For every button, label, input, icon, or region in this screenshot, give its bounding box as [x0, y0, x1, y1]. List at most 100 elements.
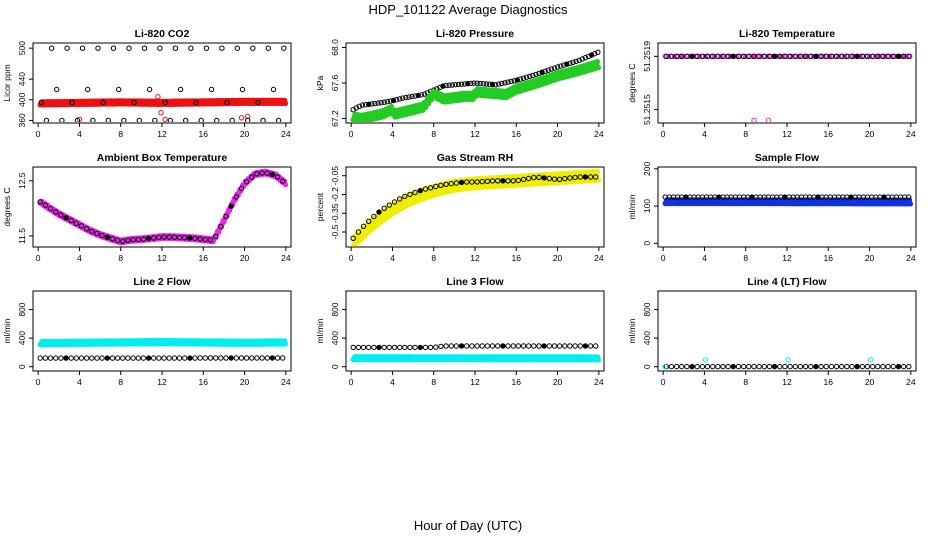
panel-li-820-temperature-reference-point: [820, 53, 826, 59]
x-axis-caption: Hour of Day (UTC): [413, 518, 523, 533]
panel-line-2-flow-measured-point: [254, 355, 260, 361]
panel-gas-stream-rh-data: [350, 168, 602, 246]
panel-li-820-pressure-measured-point: [527, 73, 533, 80]
panel-line-4-lt-flow-measured-point: [725, 363, 731, 370]
panel-gas-stream-rh-measured-point: [500, 178, 506, 184]
panel-line-4-lt-flow-measured-point: [864, 363, 871, 370]
panel-li-820-temperature-measured-point: [854, 53, 860, 59]
panel-li-820-temperature-measured-point: [761, 53, 767, 59]
panel-li-820-co2-xtick-label: 12: [157, 129, 167, 139]
panel-li-820-pressure-measured-point: [406, 94, 412, 100]
panel-line-3-flow-ylabel: ml/min: [315, 318, 325, 343]
panel-gas-stream-rh-measured-point: [412, 189, 418, 196]
panel-line-2-flow-measured-point: [37, 355, 43, 361]
panel-ambient-box-temperature-measured-point: [68, 217, 74, 224]
panel-li-820-pressure-xtick-label: 16: [512, 129, 522, 139]
panel-li-820-co2-measured-point: [43, 117, 50, 122]
panel-line-4-lt-flow-xtick-label: 20: [865, 377, 875, 387]
panel-li-820-temperature-measured-point: [818, 53, 824, 59]
panel-ambient-box-temperature-xtick-label: 8: [118, 253, 123, 263]
panel-line-2-flow-measured-point: [99, 355, 105, 361]
panel-ambient-box-temperature-measured-point: [207, 237, 214, 243]
panel-line-4-lt-flow: Line 4 (LT) Flow 0 4 8 12 16 20 24 0 400 800 ml/min: [627, 276, 917, 387]
panel-line-3-flow-measured-point: [572, 343, 578, 349]
panel-line-3-flow-measured-point: [407, 344, 413, 351]
panel-gas-stream-rh-xtick-label: 4: [390, 253, 395, 263]
panel-line-4-lt-flow-measured-point: [761, 363, 767, 370]
panel-li-820-co2-measured-point: [74, 117, 81, 122]
panel-line-3-flow-measured-point: [376, 344, 382, 351]
panel-gas-stream-rh-measured-point: [587, 174, 594, 180]
panel-line-3-flow-xtick-label: 0: [349, 377, 354, 387]
panel-gas-stream-rh-measured-point: [355, 229, 362, 235]
panel-line-4-lt-flow-measured-point: [808, 363, 814, 370]
panel-sample-flow-xtick-label: 0: [661, 253, 666, 263]
panel-li-820-temperature-xtick-label: 16: [824, 129, 834, 139]
panel-li-820-pressure-measured-point: [409, 93, 415, 100]
panel-li-820-temperature-measured-point: [895, 53, 902, 59]
panel-line-4-lt-flow-measured-point: [694, 363, 700, 370]
panel-li-820-co2-measured-point: [214, 117, 220, 122]
panel-line-4-lt-flow-xtick-label: 8: [743, 377, 748, 387]
panel-li-820-temperature-measured-point: [689, 53, 695, 59]
panel-li-820-pressure-ytick-label: 67.6: [330, 74, 340, 91]
panel-line-2-flow-ytick-label: 400: [17, 331, 27, 345]
panel-sample-flow-ylabel: ml/min: [627, 194, 637, 219]
panel-li-820-co2-measured-point: [270, 86, 277, 93]
panel-li-820-pressure-xtick-label: 0: [349, 129, 354, 139]
panel-line-3-flow-measured-point: [412, 344, 418, 351]
panel-line-2-flow-measured-point: [109, 355, 116, 361]
panel-line-4-lt-flow-frame: [657, 290, 917, 372]
panel-line-4-lt-flow-measured-point: [859, 363, 865, 370]
panel-line-2-flow-measured-point: [171, 355, 178, 361]
panel-gas-stream-rh-measured-point: [526, 175, 532, 182]
panel-gas-stream-rh-ytick-label: -0.05: [330, 166, 340, 186]
panel-li-820-pressure-measured-point: [554, 64, 561, 70]
panel-li-820-temperature-measured-point: [792, 53, 798, 59]
panel-line-4-lt-flow-xtick-label: 12: [782, 377, 792, 387]
panel-li-820-temperature-measured-point: [859, 53, 865, 59]
panel-li-820-temperature-xtick-label: 8: [743, 129, 748, 139]
panel-sample-flow-xtick-label: 20: [865, 253, 875, 263]
panel-ambient-box-temperature-xtick-label: 12: [157, 253, 167, 263]
panel-ambient-box-temperature-measured-point: [156, 234, 162, 241]
panel-ambient-box-temperature-measured-point: [243, 179, 250, 185]
panel-line-3-flow-measured-point: [484, 343, 491, 349]
panel-gas-stream-rh-measured-point: [469, 179, 475, 185]
panel-li-820-temperature-measured-point: [885, 53, 891, 59]
panel-li-820-temperature-reference-point: [758, 53, 764, 59]
panel-li-820-pressure-reference-point: [595, 64, 602, 71]
panel-gas-stream-rh-ytick-label: -0.2: [330, 187, 340, 202]
panel-li-820-pressure-measured-point: [356, 103, 363, 110]
panel-li-820-pressure-data: [350, 49, 602, 122]
panel-line-3-flow-ytick-label: 800: [330, 302, 340, 316]
panel-line-2-flow-ytick-label: 800: [17, 302, 27, 316]
panel-li-820-pressure-measured-point: [471, 80, 477, 86]
panel-gas-stream-rh-measured-point: [474, 179, 480, 185]
panel-line-2-flow-measured-point: [94, 355, 100, 361]
panel-gas-stream-rh-xtick-label: 8: [431, 253, 436, 263]
panel-li-820-temperature-ylabel: degrees C: [627, 63, 637, 102]
panel-li-820-pressure-measured-point: [533, 71, 539, 78]
panel-li-820-co2-measured-point: [38, 99, 44, 106]
panel-ambient-box-temperature-measured-point: [228, 203, 234, 209]
panel-li-820-temperature-reference-point: [681, 53, 687, 59]
panel-line-4-lt-flow-measured-point: [699, 363, 706, 370]
panel-li-820-temperature-measured-point: [751, 53, 757, 59]
panel-line-3-flow-measured-point: [500, 343, 506, 349]
panel-li-820-temperature-reference-point: [866, 53, 873, 59]
panel-sample-flow-frame: [657, 166, 917, 248]
panel-li-820-pressure-measured-point: [372, 100, 378, 107]
panel-ambient-box-temperature-measured-point: [78, 223, 85, 229]
panel-line-4-lt-flow-measured-point: [777, 363, 783, 370]
panel-ambient-box-temperature-measured-point: [171, 234, 178, 240]
panel-line-4-lt-flow-measured-point: [880, 363, 886, 370]
panel-ambient-box-temperature-measured-point: [104, 234, 111, 240]
panel-gas-stream-rh-measured-point: [417, 187, 423, 194]
panel-ambient-box-temperature-measured-point: [264, 170, 270, 176]
panel-li-820-pressure-measured-point: [378, 100, 384, 106]
panel-sample-flow-xtick-label: 8: [743, 253, 748, 263]
panel-ambient-box-temperature-measured-point: [151, 235, 157, 241]
panel-line-3-flow-measured-point: [551, 343, 558, 349]
panel-line-2-flow-xtick-label: 4: [77, 377, 82, 387]
